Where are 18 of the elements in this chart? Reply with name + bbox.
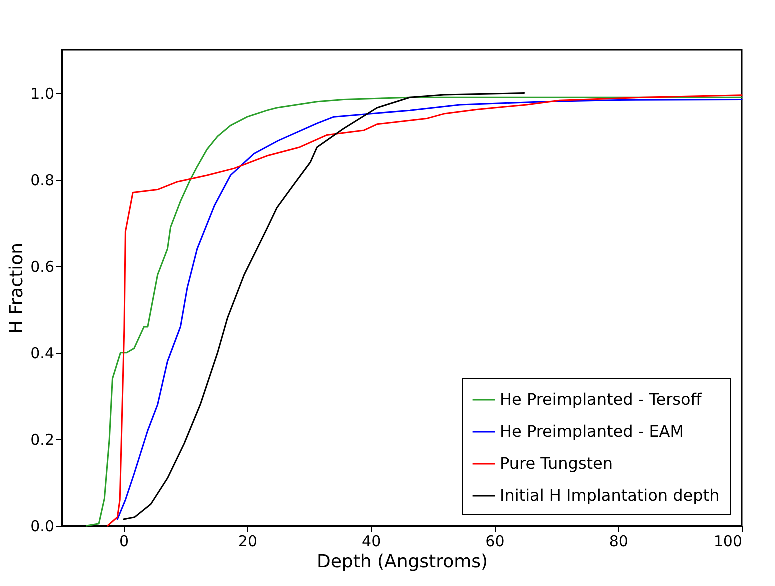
y-tick-label: 0.2 xyxy=(30,430,54,449)
y-tick-label: 0.6 xyxy=(30,258,54,276)
legend-label: Initial H Implantation depth xyxy=(500,486,720,505)
x-tick-label: 80 xyxy=(609,532,628,550)
legend-label: He Preimplanted - Tersoff xyxy=(500,390,703,409)
y-tick-label: 1.0 xyxy=(30,84,54,103)
x-tick-label: 60 xyxy=(486,532,505,550)
x-axis-title: Depth (Angstroms) xyxy=(316,552,488,572)
y-axis-title: H Fraction xyxy=(6,242,28,334)
x-tick-label: 100 xyxy=(714,532,742,550)
legend-label: He Preimplanted - EAM xyxy=(500,422,684,441)
y-tick-label: 0.4 xyxy=(30,344,54,362)
x-tick-label: 40 xyxy=(362,532,382,550)
x-tick-label: 0 xyxy=(120,532,130,550)
x-tick-label: 20 xyxy=(238,532,258,550)
y-tick-label: 0.0 xyxy=(30,518,54,536)
legend-label: Pure Tungsten xyxy=(500,454,614,473)
y-tick-label: 0.8 xyxy=(30,171,54,190)
